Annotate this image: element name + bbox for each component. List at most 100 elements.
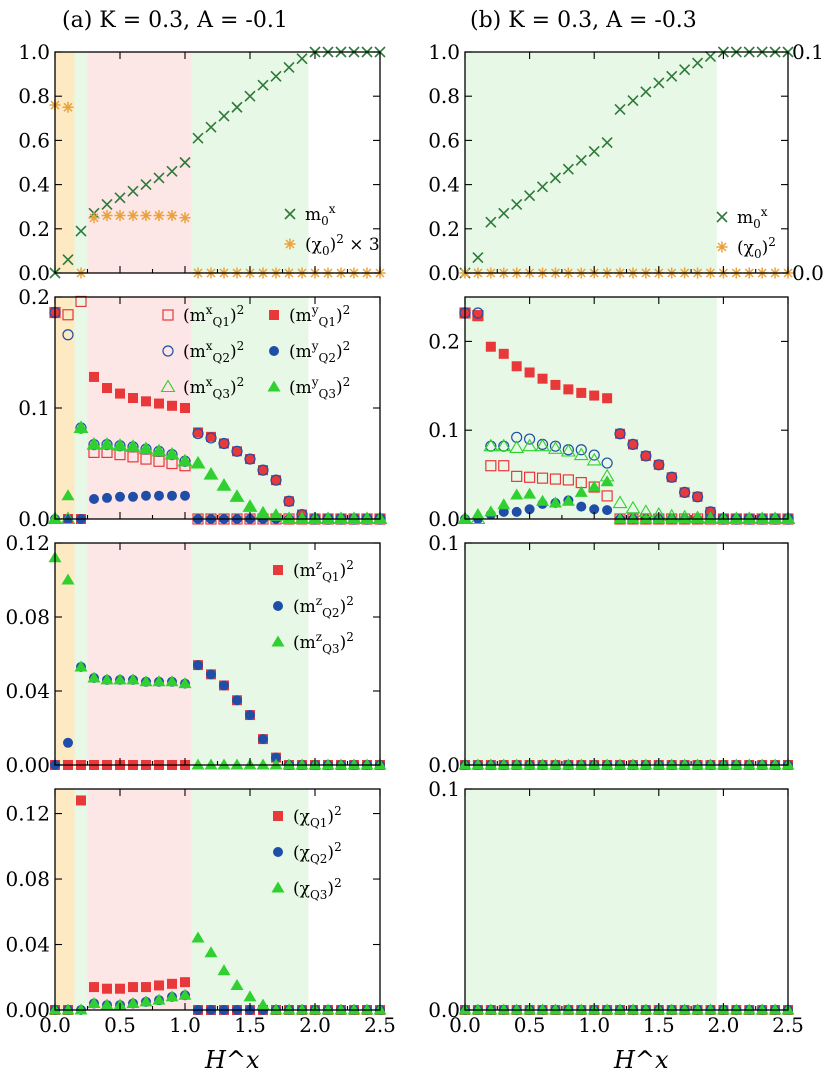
phase-region: [191, 297, 309, 519]
data-point: [640, 450, 652, 462]
data-point: [139, 995, 153, 1007]
data-point: [165, 990, 179, 1002]
data-point: [191, 457, 205, 468]
data-point: [283, 495, 295, 507]
data-point: [742, 758, 756, 770]
data-point: [498, 460, 510, 472]
data-point: [180, 403, 190, 413]
data-point: [282, 1003, 296, 1015]
data-point: [257, 464, 269, 476]
y-tick-label: 0.8: [18, 84, 50, 108]
data-point: [626, 1003, 640, 1015]
data-point: [498, 348, 509, 359]
series-triangle: [48, 931, 387, 1015]
x-tick-label: 0.0: [449, 1013, 481, 1037]
data-point: [483, 438, 499, 452]
x-tick-label: 0.0: [39, 1013, 71, 1037]
data-point: [691, 512, 705, 524]
data-point: [472, 310, 483, 321]
data-point: [511, 506, 522, 517]
data-point: [100, 998, 114, 1010]
data-point: [140, 210, 152, 222]
x-tick-label: 1.0: [169, 1013, 201, 1037]
y-tick-label: 0.0: [428, 261, 460, 285]
data-point: [61, 573, 75, 585]
panel-b3: 0.0 0.1: [428, 531, 795, 777]
data-point: [269, 1003, 283, 1015]
y-tick-label: 1.0: [18, 40, 50, 64]
data-point: [360, 512, 374, 524]
data-point: [703, 758, 717, 770]
legend-label: (myQ2)2: [289, 339, 350, 365]
y-tick-label: 0.2: [18, 285, 50, 309]
data-point: [729, 1003, 743, 1015]
data-point: [217, 479, 231, 491]
data-point: [639, 1003, 653, 1015]
data-point: [524, 367, 535, 378]
data-point: [537, 373, 548, 384]
y-tick-label: 0.6: [18, 128, 50, 152]
data-point: [75, 225, 87, 237]
data-point: [550, 379, 561, 390]
data-point: [115, 491, 125, 502]
legend-label: m0x: [305, 202, 336, 228]
data-point: [548, 758, 562, 770]
data-point: [270, 474, 282, 486]
data-point: [563, 384, 574, 395]
data-point: [206, 669, 216, 680]
data-point: [141, 396, 151, 407]
data-point: [729, 512, 743, 524]
data-point: [60, 511, 76, 525]
data-point: [154, 398, 164, 409]
data-point: [666, 471, 678, 483]
legend-label: (χQ3)2: [293, 876, 342, 902]
data-point: [270, 70, 282, 82]
data-point: [152, 444, 166, 456]
data-point: [74, 1003, 88, 1015]
data-point: [653, 459, 665, 471]
data-point: [666, 472, 677, 483]
data-point: [244, 453, 256, 465]
data-point: [284, 496, 294, 507]
phase-region: [55, 789, 75, 1010]
data-point: [347, 512, 361, 524]
data-point: [218, 110, 230, 122]
data-point: [243, 990, 257, 1002]
data-point: [484, 758, 498, 770]
data-point: [575, 444, 587, 456]
phase-region: [74, 789, 88, 1010]
data-point: [614, 103, 626, 116]
data-point: [627, 438, 639, 451]
data-point: [74, 421, 88, 433]
x-tick-label: 2.0: [299, 1013, 331, 1037]
data-point: [282, 512, 296, 524]
data-point: [679, 486, 691, 498]
data-point: [562, 163, 574, 175]
x-tick-label: 0.5: [104, 1013, 136, 1037]
data-point: [627, 95, 639, 107]
legend-marker: [162, 309, 174, 321]
data-point: [141, 982, 151, 993]
legend-marker: [716, 211, 728, 223]
y2-tick-label: 0.0: [792, 261, 824, 285]
data-point: [271, 752, 281, 763]
y-tick-label: 0.08: [5, 605, 50, 629]
legend-label: (mxQ1)2: [183, 303, 244, 329]
data-point: [729, 758, 743, 770]
data-point: [89, 494, 99, 505]
data-point: [360, 758, 374, 770]
data-point: [755, 758, 769, 770]
data-point: [639, 758, 653, 770]
legend: m0x (χ0)2 × 3: [284, 202, 380, 258]
x-tick-label: 1.5: [643, 1013, 675, 1037]
data-point: [205, 432, 217, 444]
data-point: [139, 675, 153, 687]
data-point: [485, 216, 497, 228]
data-point: [296, 53, 308, 65]
phase-region: [191, 543, 309, 765]
legend-label: (mzQ1)2: [293, 558, 354, 584]
data-point: [704, 50, 717, 62]
data-point: [547, 441, 563, 454]
data-point: [231, 445, 243, 457]
data-point: [536, 494, 550, 506]
